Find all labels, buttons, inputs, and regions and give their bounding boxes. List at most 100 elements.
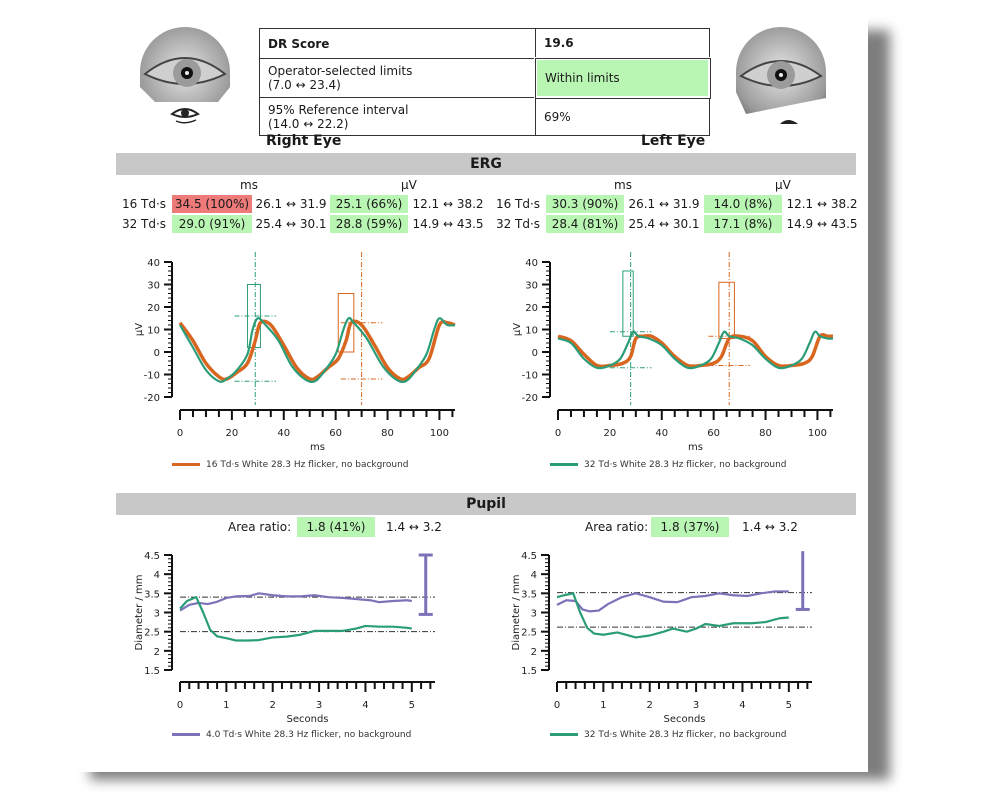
area-ratio-range: 1.4 ↔ 3.2 xyxy=(386,520,442,534)
y-tick-label: 2.5 xyxy=(144,628,160,639)
row-label: 16 Td·s xyxy=(495,197,541,211)
pupil-chart-right: 4.5 4 3.5 3 2.5 2 1.5 Diameter / mm 0 1 2 3 4 5 Second… xyxy=(134,551,435,725)
ms-header: ms xyxy=(240,178,258,192)
y-tick-label: 30 xyxy=(147,281,160,292)
legend-swatch-purple xyxy=(172,733,200,736)
erg-legend-right: 16 Td·s White 28.3 Hz flicker, no backgr… xyxy=(172,460,409,470)
latency-range: 26.1 ↔ 31.9 xyxy=(255,197,327,211)
uv-header: µV xyxy=(775,178,791,192)
y-tick-label: 2.5 xyxy=(521,628,537,639)
eye-icon-left xyxy=(780,120,798,124)
y-axis-label: Diameter / mm xyxy=(511,575,522,651)
x-tick-label: 40 xyxy=(277,428,290,439)
x-tick-label: 80 xyxy=(759,428,772,439)
x-tick-label: 4 xyxy=(362,700,368,711)
x-tick-label: 2 xyxy=(270,700,276,711)
amplitude-range: 12.1 ↔ 38.2 xyxy=(786,197,858,211)
x-axis-label: ms xyxy=(688,442,703,453)
y-tick-label: 0 xyxy=(154,348,160,359)
series-line-40tds xyxy=(179,592,412,612)
x-tick-label: 3 xyxy=(316,700,322,711)
eye-photo-icon-left xyxy=(736,27,826,124)
dr-summary-table: DR Score 19.6 Operator-selected limits (… xyxy=(259,28,711,136)
latency-range: 26.1 ↔ 31.9 xyxy=(628,197,700,211)
amplitude-value: 28.8 (59%) xyxy=(330,215,408,233)
y-tick-label: 1.5 xyxy=(521,666,537,677)
series-line-16tds xyxy=(557,333,833,369)
erg-row-32: 32 Td·s 29.0 (91%) 25.4 ↔ 30.1 28.8 (59%… xyxy=(118,215,488,233)
x-tick-label: 40 xyxy=(655,428,668,439)
y-tick-label: -10 xyxy=(522,371,538,382)
y-tick-label: -20 xyxy=(144,393,160,404)
pupil-chart-left: 4.5 4 3.5 3 2.5 2 1.5 Diameter / mm 0 1 2 3 4 5 Second… xyxy=(511,551,812,725)
y-tick-label: -20 xyxy=(522,393,538,404)
x-tick-label: 20 xyxy=(604,428,617,439)
x-axis-label: Seconds xyxy=(286,714,328,725)
y-tick-label: 20 xyxy=(147,303,160,314)
y-tick-label: 10 xyxy=(147,326,160,337)
normal-range-box xyxy=(622,270,634,337)
x-tick-label: 20 xyxy=(226,428,239,439)
x-tick-label: 3 xyxy=(693,700,699,711)
pupil-section-header: Pupil xyxy=(116,493,856,515)
y-tick-label: 3 xyxy=(154,609,160,620)
y-tick-label: 4.5 xyxy=(521,551,537,562)
y-tick-label: 4.5 xyxy=(144,551,160,562)
y-tick-label: 3.5 xyxy=(521,589,537,600)
area-ratio-value: 1.8 (41%) xyxy=(297,517,375,537)
y-tick-label: 20 xyxy=(525,303,538,314)
amplitude-range: 14.9 ↔ 43.5 xyxy=(786,217,858,231)
x-axis-label: ms xyxy=(310,442,325,453)
x-tick-label: 60 xyxy=(329,428,342,439)
x-tick-label: 0 xyxy=(555,428,561,439)
report-sheet xyxy=(78,14,868,772)
uv-header: µV xyxy=(401,178,417,192)
x-axis-label: Seconds xyxy=(663,714,705,725)
x-tick-label: 80 xyxy=(381,428,394,439)
erg-stats-right: ms µV 16 Td·s 34.5 (100%) 26.1 ↔ 31.9 25… xyxy=(118,178,488,238)
x-tick-label: 0 xyxy=(177,700,183,711)
normal-range-box xyxy=(718,281,735,339)
y-axis-label: µV xyxy=(134,323,145,336)
latency-value: 34.5 (100%) xyxy=(172,195,252,213)
dr-score-label: DR Score xyxy=(259,28,536,59)
operator-limits-text: Operator-selected limits xyxy=(268,64,413,78)
x-tick-label: 1 xyxy=(223,700,229,711)
operator-limits-range: (7.0 ↔ 23.4) xyxy=(268,78,341,92)
left-eye-title: Left Eye xyxy=(641,133,706,149)
amplitude-value: 17.1 (8%) xyxy=(704,215,782,233)
dr-score-row: DR Score 19.6 xyxy=(259,28,710,59)
y-tick-label: 0 xyxy=(532,348,538,359)
series-line-32tds xyxy=(557,330,834,370)
x-tick-label: 4 xyxy=(739,700,745,711)
reference-interval-value: 69% xyxy=(535,97,710,136)
legend-swatch-teal xyxy=(550,463,578,466)
y-tick-label: 30 xyxy=(525,281,538,292)
operator-limits-label: Operator-selected limits (7.0 ↔ 23.4) xyxy=(259,58,536,98)
legend-swatch-teal xyxy=(550,733,578,736)
y-tick-label: -10 xyxy=(144,371,160,382)
x-tick-label: 2 xyxy=(647,700,653,711)
y-tick-label: 2 xyxy=(531,647,537,658)
x-tick-label: 0 xyxy=(177,428,183,439)
amplitude-range: 12.1 ↔ 38.2 xyxy=(412,197,484,211)
operator-limits-status: Within limits xyxy=(534,57,711,99)
reference-interval-range: (14.0 ↔ 22.2) xyxy=(268,116,349,131)
series-line-40tds xyxy=(556,590,789,613)
reference-interval-label: 95% Reference interval (14.0 ↔ 22.2) xyxy=(259,97,536,136)
area-ratio-right: Area ratio: 1.8 (41%) 1.4 ↔ 3.2 xyxy=(228,517,488,537)
legend-text: 32 Td·s White 28.3 Hz flicker, no backgr… xyxy=(584,460,787,470)
y-tick-label: 1.5 xyxy=(144,666,160,677)
amplitude-value: 25.1 (66%) xyxy=(330,195,408,213)
erg-row-32: 32 Td·s 28.4 (81%) 25.4 ↔ 30.1 17.1 (8%)… xyxy=(492,215,862,233)
area-ratio-left: Area ratio: 1.8 (37%) 1.4 ↔ 3.2 xyxy=(585,517,845,537)
reference-interval-row: 95% Reference interval (14.0 ↔ 22.2) 69% xyxy=(259,97,710,136)
reference-interval-text: 95% Reference interval xyxy=(268,102,409,117)
latency-value: 29.0 (91%) xyxy=(172,215,252,233)
eye-icon-right xyxy=(170,108,200,124)
dr-score-value: 19.6 xyxy=(535,28,710,59)
row-label: 32 Td·s xyxy=(495,217,541,231)
x-tick-label: 100 xyxy=(430,428,449,439)
